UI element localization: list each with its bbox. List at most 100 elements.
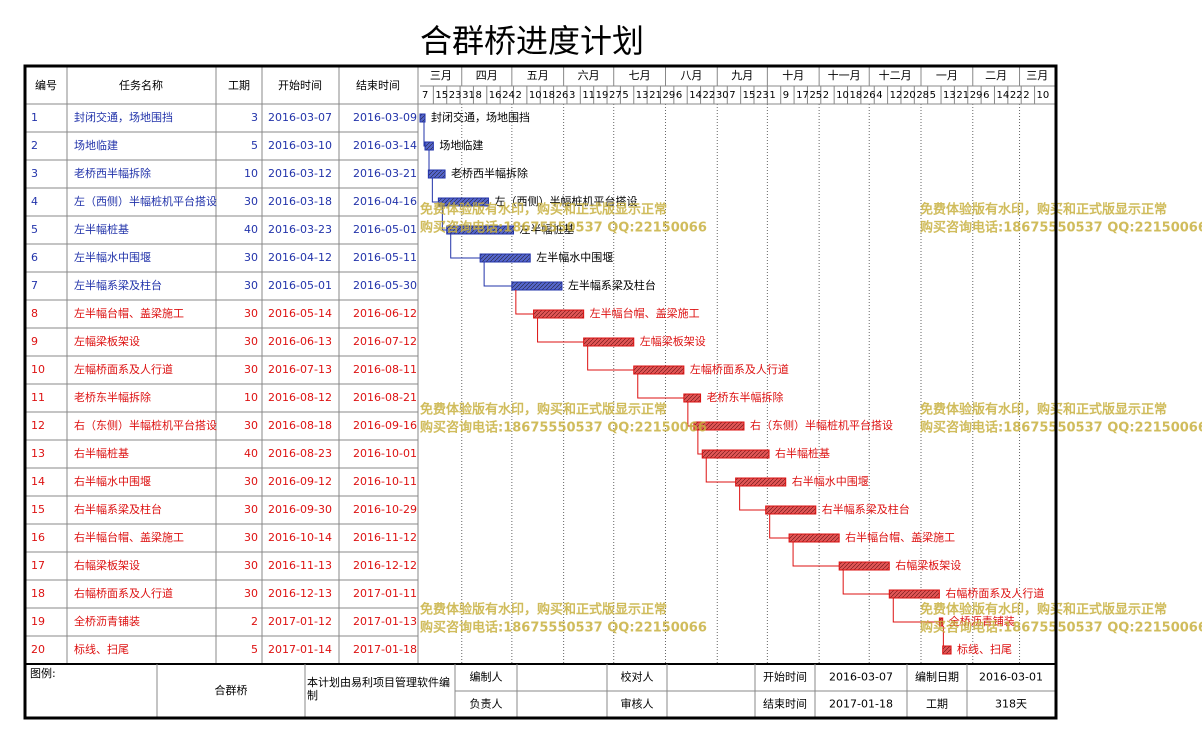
watermark: 免费体验版有水印，购买和正式版显示正常 bbox=[420, 602, 667, 618]
task-duration: 30 bbox=[244, 475, 258, 488]
task-id: 13 bbox=[31, 447, 45, 460]
task-start: 2016-03-23 bbox=[268, 223, 332, 236]
task-name: 左幅桥面系及人行道 bbox=[74, 362, 173, 376]
month-label: 十二月 bbox=[879, 68, 912, 82]
task-end: 2016-10-11 bbox=[353, 475, 417, 488]
bar-label: 左（西侧）半幅桩机平台搭设 bbox=[494, 194, 637, 208]
task-id: 20 bbox=[31, 643, 45, 656]
task-name: 场地临建 bbox=[74, 138, 118, 152]
bar-label: 左半幅水中围堰 bbox=[536, 250, 613, 264]
task-start: 2016-10-14 bbox=[268, 531, 332, 544]
task-bar bbox=[479, 253, 531, 263]
task-id: 7 bbox=[31, 279, 38, 292]
task-start: 2016-03-12 bbox=[268, 167, 332, 180]
footer-cell: 校对人 bbox=[621, 670, 654, 684]
bar-label: 右半幅系梁及柱台 bbox=[822, 502, 910, 516]
task-id: 18 bbox=[31, 587, 45, 600]
bar-label: 全桥沥青铺装 bbox=[949, 614, 1015, 628]
task-duration: 10 bbox=[244, 167, 258, 180]
day-label: 15 bbox=[435, 90, 448, 101]
task-duration: 30 bbox=[244, 559, 258, 572]
day-label: 25 bbox=[809, 90, 822, 101]
day-label: 2 bbox=[516, 90, 522, 101]
task-name: 左（西侧）半幅桩机平台搭设 bbox=[74, 194, 217, 208]
month-label: 七月 bbox=[629, 69, 651, 82]
day-label: 18 bbox=[850, 90, 863, 101]
task-start: 2016-04-12 bbox=[268, 251, 332, 264]
task-duration: 5 bbox=[251, 139, 258, 152]
day-label: 22 bbox=[1010, 90, 1023, 101]
footer-cell: 2016-03-01 bbox=[979, 671, 1043, 684]
title: 合群桥进度计划 bbox=[420, 22, 644, 60]
task-duration: 30 bbox=[244, 251, 258, 264]
task-name: 右（东侧）半幅桩机平台搭设 bbox=[74, 418, 217, 432]
task-id: 1 bbox=[31, 111, 38, 124]
day-label: 23 bbox=[449, 90, 462, 101]
task-end: 2016-11-12 bbox=[353, 531, 417, 544]
day-label: 2 bbox=[823, 90, 829, 101]
bar-label: 左幅桥面系及人行道 bbox=[690, 362, 789, 376]
task-name: 左半幅水中围堰 bbox=[74, 250, 151, 264]
day-label: 17 bbox=[796, 90, 809, 101]
task-end: 2016-08-11 bbox=[353, 363, 417, 376]
task-bar bbox=[437, 197, 489, 207]
task-id: 5 bbox=[31, 223, 38, 236]
task-bar bbox=[683, 393, 702, 403]
task-duration: 30 bbox=[244, 335, 258, 348]
day-label: 22 bbox=[703, 90, 716, 101]
task-end: 2017-01-11 bbox=[353, 587, 417, 600]
task-start: 2016-11-13 bbox=[268, 559, 332, 572]
task-name: 左半幅台帽、盖梁施工 bbox=[74, 306, 184, 320]
day-label: 4 bbox=[876, 90, 882, 101]
watermark: 免费体验版有水印，购买和正式版显示正常 bbox=[420, 202, 667, 218]
task-start: 2016-09-12 bbox=[268, 475, 332, 488]
day-label: 29 bbox=[970, 90, 983, 101]
task-bar bbox=[838, 561, 890, 571]
bar-label: 封闭交通，场地围挡 bbox=[431, 110, 530, 124]
link bbox=[515, 290, 534, 315]
task-id: 16 bbox=[31, 531, 45, 544]
bar-label: 标线、扫尾 bbox=[957, 642, 1012, 656]
task-bar bbox=[446, 225, 515, 235]
task-bar bbox=[942, 645, 952, 655]
column-header: 工期 bbox=[228, 79, 250, 92]
day-label: 20 bbox=[903, 90, 916, 101]
link bbox=[769, 514, 790, 539]
task-end: 2016-03-09 bbox=[353, 111, 417, 124]
task-id: 14 bbox=[31, 475, 45, 488]
task-end: 2016-06-12 bbox=[353, 307, 417, 320]
task-bar bbox=[888, 589, 940, 599]
watermark: 购买咨询电话:18675550537 QQ:22150066 bbox=[420, 220, 707, 236]
task-duration: 2 bbox=[251, 615, 258, 628]
task-id: 11 bbox=[31, 391, 45, 404]
watermark: 免费体验版有水印，购买和正式版显示正常 bbox=[420, 402, 667, 418]
month-label: 八月 bbox=[680, 69, 702, 82]
task-duration: 3 bbox=[251, 111, 258, 124]
day-label: 30 bbox=[716, 90, 729, 101]
task-start: 2016-08-23 bbox=[268, 447, 332, 460]
bar-label: 老桥东半幅拆除 bbox=[707, 390, 784, 404]
day-label: 18 bbox=[542, 90, 555, 101]
task-duration: 30 bbox=[244, 531, 258, 544]
task-end: 2016-10-29 bbox=[353, 503, 417, 516]
task-start: 2017-01-14 bbox=[268, 643, 332, 656]
bar-label: 右半幅桩基 bbox=[775, 446, 830, 460]
task-id: 12 bbox=[31, 419, 45, 432]
task-end: 2016-03-14 bbox=[353, 139, 417, 152]
bar-label: 场地临建 bbox=[439, 138, 483, 152]
day-label: 14 bbox=[996, 90, 1009, 101]
day-label: 2 bbox=[1023, 90, 1029, 101]
task-bar bbox=[427, 169, 446, 179]
task-start: 2016-03-18 bbox=[268, 195, 332, 208]
month-label: 二月 bbox=[985, 69, 1007, 82]
task-bar bbox=[533, 309, 585, 319]
day-label: 26 bbox=[863, 90, 876, 101]
link bbox=[739, 486, 766, 511]
task-duration: 30 bbox=[244, 587, 258, 600]
task-name: 老桥西半幅拆除 bbox=[74, 166, 151, 180]
task-bar bbox=[735, 477, 787, 487]
task-duration: 30 bbox=[244, 279, 258, 292]
day-label: 31 bbox=[462, 90, 475, 101]
